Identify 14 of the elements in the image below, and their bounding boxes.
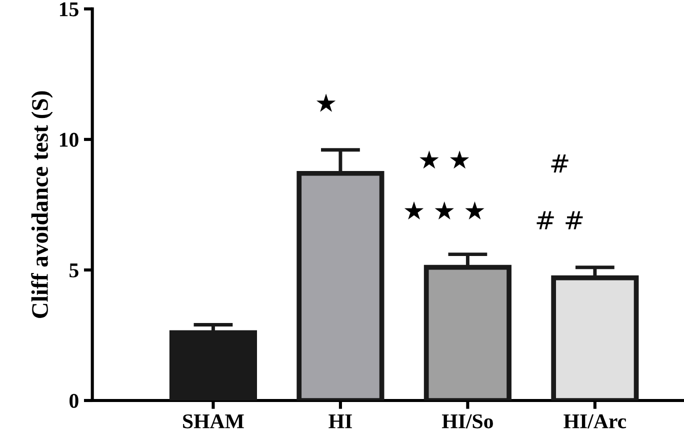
x-tick-label: SHAM (183, 414, 244, 428)
x-tick-label: HI/So (442, 414, 493, 428)
y-axis-title: Cliff avoidance test (S) (31, 91, 53, 318)
y-tick-label: 0 (70, 394, 78, 408)
annotation: # (551, 154, 568, 172)
annotation: ★ ★ (420, 150, 470, 169)
annotation: # # (536, 211, 583, 230)
x-tick-label: HI (328, 414, 352, 428)
x-tick-label: HI/Arc (564, 414, 626, 428)
y-tick-label: 5 (70, 264, 78, 278)
y-tick-label: 15 (60, 2, 78, 16)
annotation: ★ (316, 94, 336, 112)
y-tick-label: 10 (60, 132, 78, 147)
annotation: ★ ★ ★ (404, 201, 484, 220)
